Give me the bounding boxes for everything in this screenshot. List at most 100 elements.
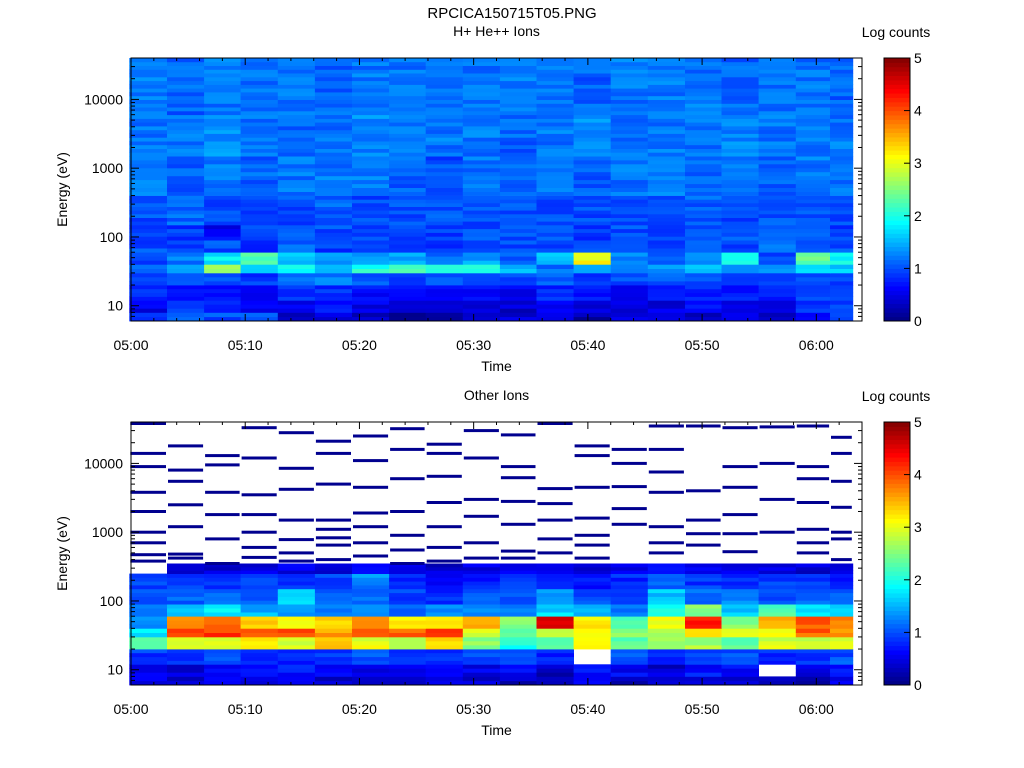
heatmap-cell (536, 84, 574, 89)
heatmap-cell (685, 69, 722, 74)
heatmap-cell (204, 199, 241, 204)
heatmap-cell (462, 600, 501, 605)
heatmap-cell (721, 288, 759, 294)
heatmap-cell (204, 107, 241, 112)
heatmap-cell (425, 137, 464, 142)
heatmap-cell (499, 187, 537, 192)
heatmap-cell (167, 288, 205, 294)
heatmap-cell (204, 268, 241, 274)
heatmap-cell (352, 221, 390, 226)
heatmap-cell (610, 183, 649, 188)
heatmap-cell (795, 118, 831, 123)
heatmap-cell (610, 195, 649, 200)
heatmap-cell (758, 95, 797, 100)
heatmap-cell (277, 581, 316, 586)
heatmap-cell (314, 312, 353, 318)
colorbar-swatch (884, 97, 910, 103)
heatmap-cell (314, 573, 353, 578)
heatmap-cell (314, 156, 353, 161)
heatmap-cell (685, 107, 722, 112)
colorbar-swatch (884, 663, 910, 668)
heatmap-cell (573, 616, 612, 621)
heatmap-cell (685, 95, 722, 100)
heatmap-cell (573, 244, 612, 249)
heatmap-cell (610, 114, 649, 119)
heatmap-cell (462, 73, 501, 78)
heatmap-cell (647, 195, 686, 200)
heatmap-cell (240, 133, 279, 138)
heatmap-cell (425, 570, 464, 574)
heatmap-cell (685, 58, 722, 63)
heatmap-cell (536, 137, 574, 142)
heatmap-cell (795, 588, 831, 594)
heatmap-cell (167, 199, 205, 204)
heatmap-cell (352, 61, 390, 66)
heatmap-cell (536, 187, 574, 192)
heatmap-cell (167, 144, 205, 149)
heatmap-cell (795, 616, 831, 621)
colorbar-swatch (884, 422, 910, 427)
heatmap-cell (685, 281, 722, 286)
heatmap-cell (204, 65, 241, 70)
heatmap-cell (830, 676, 854, 682)
heatmap-cell (499, 58, 537, 63)
sparse-count-mark (426, 451, 462, 455)
sparse-count-mark (168, 552, 204, 556)
heatmap-cell (167, 649, 205, 654)
heatmap-cell (314, 199, 353, 204)
heatmap-cell (462, 232, 501, 237)
heatmap-cell (240, 224, 279, 230)
heatmap-cell (685, 573, 722, 578)
heatmap-cell (277, 114, 316, 119)
heatmap-cell (536, 73, 574, 78)
heatmap-cell (352, 268, 390, 274)
heatmap-cell (573, 620, 612, 625)
heatmap-cell (425, 563, 464, 568)
heatmap-cell (536, 99, 574, 104)
heatmap-cell (610, 264, 649, 269)
heatmap-cell (389, 144, 426, 149)
heatmap-cell (573, 240, 612, 245)
heatmap-cell (314, 616, 353, 621)
x-tick-label: 05:00 (113, 701, 148, 717)
heatmap-cell (389, 114, 426, 119)
heatmap-cell (830, 292, 854, 297)
heatmap-cell (685, 641, 722, 646)
heatmap-cell (499, 570, 537, 574)
heatmap-cell (536, 202, 574, 207)
heatmap-cell (389, 620, 426, 625)
heatmap-cell (573, 592, 612, 597)
heatmap-cell (425, 118, 464, 123)
heatmap-cell (499, 164, 537, 169)
heatmap-cell (129, 183, 168, 188)
colorbar-swatch (884, 632, 910, 638)
heatmap-cell (536, 604, 574, 609)
heatmap-cell (573, 600, 612, 605)
heatmap-cell (499, 171, 537, 177)
heatmap-cell (610, 256, 649, 261)
heatmap-cell (830, 175, 854, 181)
heatmap-cell (389, 240, 426, 245)
sparse-count-mark (390, 562, 425, 565)
heatmap-cell (129, 232, 168, 237)
heatmap-cell (685, 164, 722, 169)
heatmap-cell (758, 152, 797, 157)
heatmap-cell (685, 308, 722, 313)
heatmap-cell (795, 80, 831, 85)
heatmap-cell (462, 624, 501, 629)
colorbar-frame (883, 421, 911, 686)
heatmap-cell (352, 236, 390, 241)
heatmap-cell (499, 664, 537, 669)
heatmap-cell (830, 76, 854, 82)
heatmap-cell (499, 563, 537, 568)
heatmap-cell (830, 636, 854, 642)
heatmap-cell (425, 636, 464, 642)
x-tick-label: 05:40 (570, 337, 605, 353)
heatmap-cell (167, 588, 205, 594)
sparse-count-mark (722, 513, 758, 517)
heatmap-cell (499, 264, 537, 269)
heatmap-cell (389, 616, 426, 621)
heatmap-cell (647, 256, 686, 261)
heatmap-cell (685, 672, 722, 677)
